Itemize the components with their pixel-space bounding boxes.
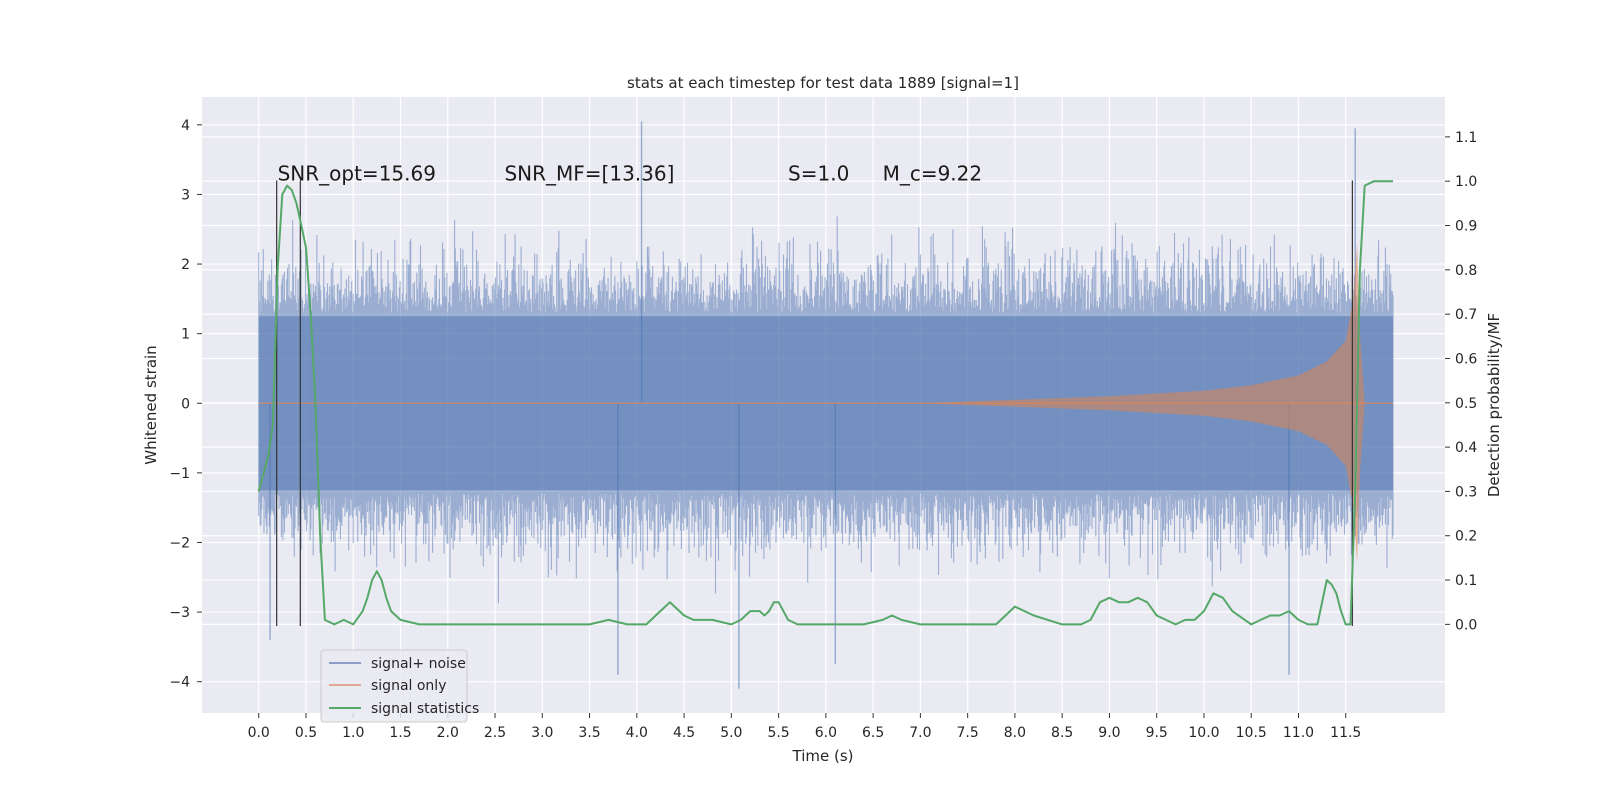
right-tick-label: 0.1: [1455, 573, 1477, 589]
right-tick-label: 0.7: [1455, 307, 1477, 323]
legend-entry-signal-statistics: signal statistics: [371, 701, 479, 717]
legend-entry-signal-only: signal only: [371, 678, 446, 694]
x-tick-label: 5.5: [767, 725, 789, 741]
x-tick-label: 6.0: [815, 725, 837, 741]
right-axis-ticks: 0.0 0.1 0.2 0.3 0.4 0.5 0.6 0.7 0.8 0.9 1.0 1.1: [1445, 130, 1477, 633]
y-axis-label: Whitened strain: [142, 345, 160, 464]
y-tick-label: −2: [169, 535, 190, 551]
annotations: SNR_opt=15.69 SNR_MF=[13.36] S=1.0 M_c=9.22: [278, 162, 983, 186]
annotation-label: SNR_opt=15.69: [278, 162, 436, 186]
x-tick-label: 7.5: [957, 725, 979, 741]
signal-statistics-line: [257, 180, 1393, 626]
x-tick-label: 8.5: [1051, 725, 1073, 741]
signal-statistics-series: [257, 180, 1393, 626]
x-tick-label: 1.5: [389, 725, 411, 741]
x-tick-label: 2.0: [437, 725, 459, 741]
legend-box: [320, 649, 468, 723]
signal-only-series: [258, 243, 1394, 564]
x-tick-label: 9.0: [1098, 725, 1120, 741]
x-tick-label: 10.0: [1188, 725, 1219, 741]
x-tick-label: 8.0: [1004, 725, 1026, 741]
right-tick-label: 0.0: [1455, 617, 1477, 633]
legend-entry-signal-noise: signal+ noise: [371, 656, 466, 672]
y-tick-label: −1: [169, 466, 190, 482]
annotation-label: S=1.0: [788, 162, 849, 186]
x-tick-label: 9.5: [1146, 725, 1168, 741]
right-tick-label: 0.6: [1455, 351, 1477, 367]
x-tick-label: 2.5: [484, 725, 506, 741]
annotation-label: SNR_MF=[13.36]: [504, 162, 674, 186]
chart-title: stats at each timestep for test data 188…: [627, 74, 1019, 92]
legend: signal+ noise signal only signal statist…: [320, 649, 479, 723]
right-tick-label: 0.9: [1455, 219, 1477, 235]
x-tick-label: 10.5: [1236, 725, 1267, 741]
y-tick-label: 4: [181, 118, 190, 134]
right-tick-label: 1.1: [1455, 130, 1477, 146]
x-tick-label: 11.5: [1330, 725, 1361, 741]
x-tick-label: 11.0: [1283, 725, 1314, 741]
x-tick-label: 7.0: [909, 725, 931, 741]
annotation-label: M_c=9.22: [883, 162, 983, 186]
x-tick-label: 3.0: [531, 725, 553, 741]
right-tick-label: 0.5: [1455, 396, 1477, 412]
y-tick-label: 1: [181, 327, 190, 343]
right-tick-label: 0.2: [1455, 529, 1477, 545]
right-tick-label: 0.4: [1455, 440, 1477, 456]
right-tick-label: 0.8: [1455, 263, 1477, 279]
x-tick-label: 4.0: [626, 725, 648, 741]
right-tick-label: 1.0: [1455, 174, 1477, 190]
x-tick-label: 3.5: [578, 725, 600, 741]
x-axis-label: Time (s): [792, 747, 854, 765]
x-tick-label: 1.0: [342, 725, 364, 741]
x-tick-label: 0.5: [295, 725, 317, 741]
x-tick-label: 4.5: [673, 725, 695, 741]
y-axis-ticks: −4 −3 −2 −1 0 1 2 3 4: [169, 118, 202, 691]
x-tick-label: 0.0: [248, 725, 270, 741]
x-tick-label: 6.5: [862, 725, 884, 741]
right-tick-label: 0.3: [1455, 484, 1477, 500]
y-tick-label: 0: [181, 396, 190, 412]
x-axis-ticks: 0.0 0.5 1.0 1.5 2.0 2.5 3.0 3.5 4.0 4.5 5.0 5.5 6.0 6…: [248, 713, 1361, 741]
y-tick-label: −4: [169, 675, 190, 691]
y-tick-label: 3: [181, 187, 190, 203]
y-tick-label: 2: [181, 257, 190, 273]
right-axis-label: Detection probability/MF: [1485, 313, 1503, 497]
y-tick-label: −3: [169, 605, 190, 621]
x-tick-label: 5.0: [720, 725, 742, 741]
